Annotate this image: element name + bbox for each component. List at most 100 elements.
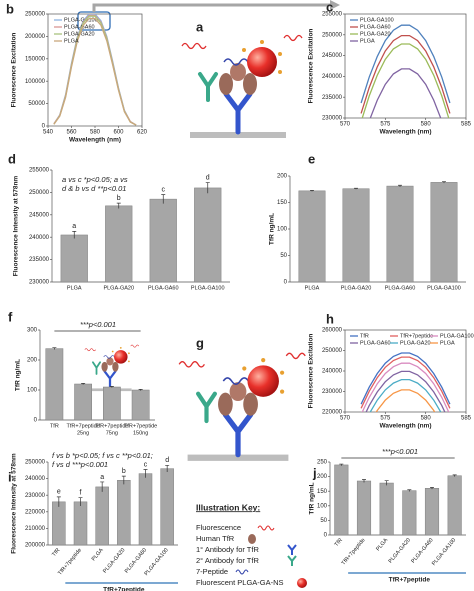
bar [160, 468, 174, 546]
y-tick-label: 255000 [322, 12, 343, 18]
key-item: 7-Peptide [196, 567, 228, 576]
bar [447, 475, 462, 536]
panel-label: b [6, 1, 14, 16]
y-tick-label: 230000 [29, 280, 50, 286]
y-tick-label: 245000 [322, 53, 343, 59]
error-bar [430, 487, 434, 490]
legend-label: PLGA [64, 38, 79, 44]
error-bar [109, 386, 114, 388]
bar-letter: d [165, 457, 169, 464]
y-tick-label: 150 [277, 200, 288, 206]
series-line [361, 43, 450, 118]
legend-label: PLGA-GA100 [360, 17, 394, 23]
y-tick-label: 240000 [322, 74, 343, 80]
bar [402, 490, 417, 536]
y-axis-label: TfR ng/mL [15, 359, 22, 391]
x-tick-label: PLGA [375, 537, 389, 552]
bar-letter: c [144, 461, 148, 468]
x-tick-label: PLGA-GA100 [431, 537, 457, 567]
bar-letter: b [122, 468, 126, 475]
bar [45, 348, 64, 421]
y-tick-label: 100 [277, 227, 288, 233]
x-tick-label: TfR [51, 547, 61, 558]
x-tick-label: 570 [340, 416, 351, 422]
x-axis-label: Wavelength (nm) [379, 129, 431, 136]
panel-label: g [196, 335, 204, 350]
x-tick-label: 580 [421, 416, 432, 422]
x-axis-label: Wavelength (nm) [379, 423, 431, 430]
annotation: d & b vs d **p<0.01 [62, 184, 126, 193]
group-label: TfR+7peptide [389, 577, 431, 584]
legend-label: PLGA-GA20 [360, 31, 391, 37]
legend-label: PLGA [440, 340, 455, 346]
x-tick-label: PLGA-GA60 [410, 537, 434, 564]
y-tick-label: 240000 [29, 235, 50, 241]
series-line [369, 68, 442, 118]
error-bar [452, 474, 457, 477]
key-item: 1° Antibody for TfR [196, 545, 259, 554]
zoom-arrow [92, 3, 330, 12]
x-tick-label: PLGA [67, 285, 82, 291]
legend-label: PLGA [360, 38, 375, 44]
y-tick-label: 235000 [322, 95, 343, 101]
error-bar [165, 464, 170, 472]
legend-label: PLGA-GA60 [360, 340, 391, 346]
y-tick-label: 230000 [25, 493, 46, 499]
y-tick-label: 100000 [25, 79, 46, 85]
series-line [360, 24, 451, 104]
x-tick-label: TfR+7peptide [341, 537, 367, 566]
series-line [360, 356, 451, 409]
error-bar [78, 497, 83, 506]
annotation: f vs d ***p<0.001 [52, 460, 108, 469]
x-tick-label: TfR [50, 423, 59, 429]
plot-frame [344, 329, 467, 413]
error-bar [161, 194, 166, 204]
y-axis-label: Fluorescence Excitation [11, 33, 18, 108]
key-icon [287, 555, 297, 566]
x-tick-label: TfR+7peptide [67, 423, 100, 429]
illustration-f-inset [83, 343, 140, 393]
y-tick-label: 245000 [29, 212, 50, 218]
legend-label: PLGA-GA60 [64, 24, 95, 30]
y-tick-label: 0 [324, 533, 328, 539]
x-tick-label: 585 [461, 416, 472, 422]
x-tick-label: 585 [461, 122, 472, 128]
annotation: ***p<0.001 [80, 320, 116, 329]
bar [117, 480, 131, 546]
x-axis-label: Wavelength (nm) [69, 137, 121, 144]
annotation: ***p<0.001 [382, 447, 418, 456]
arrow-head [330, 0, 340, 10]
x-tick-label: PLGA-GA20 [103, 285, 134, 291]
series-line [369, 378, 442, 412]
x-tick-label: TfR [334, 537, 344, 548]
series-line [361, 362, 450, 412]
x-tick-label: 575 [380, 416, 391, 422]
y-tick-label: 150 [317, 489, 328, 495]
panel-label: j [312, 465, 317, 480]
error-bar [398, 184, 402, 187]
illustration-g [179, 353, 305, 461]
bar [149, 198, 177, 283]
y-tick-label: 230000 [322, 389, 343, 395]
key-icon [287, 544, 297, 555]
bar [73, 501, 88, 546]
x-tick-label: PLGA-GA100 [191, 285, 225, 291]
x-tick-label: PLGA-GA100 [427, 285, 461, 291]
error-bar [354, 187, 358, 190]
x-tick-label: PLGA [305, 285, 320, 291]
bar [105, 205, 133, 283]
x-tick-label: 75ng [106, 430, 118, 436]
bar [131, 389, 150, 421]
error-bar [81, 383, 86, 385]
y-tick-label: 150000 [25, 56, 46, 62]
error-bar [56, 496, 61, 507]
y-axis-label: Fluorescence Excitation [308, 334, 315, 409]
panel-label: h [326, 311, 334, 326]
y-tick-label: 250000 [29, 190, 50, 196]
bar [430, 182, 458, 283]
y-tick-label: 200 [277, 174, 288, 180]
y-axis-label: Fluorescence Excitation [308, 29, 315, 104]
bar [379, 482, 394, 536]
y-tick-label: 235000 [29, 257, 50, 263]
